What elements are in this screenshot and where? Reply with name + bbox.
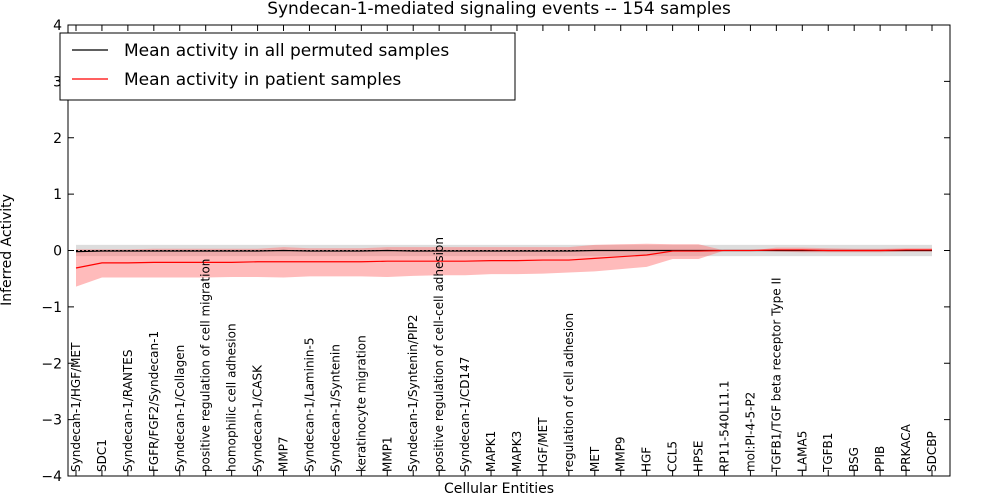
x-tick-label: homophilic cell adhesion xyxy=(225,323,239,472)
x-axis-label: Cellular Entities xyxy=(444,481,554,497)
x-tick-label: Syndecan-1/HGF/MET xyxy=(69,342,83,472)
x-tick-label: MMP9 xyxy=(614,436,628,472)
y-tick-label: 3 xyxy=(53,74,62,90)
y-tick-label: −1 xyxy=(41,300,62,316)
chart-title: Syndecan-1-mediated signaling events -- … xyxy=(267,0,731,19)
x-tick-label: BSG xyxy=(847,447,861,472)
y-tick-label: −3 xyxy=(41,413,62,429)
legend-label: Mean activity in all permuted samples xyxy=(124,41,449,61)
y-axis-label: Inferred Activity xyxy=(0,194,15,306)
y-tick-label: −4 xyxy=(41,469,62,485)
x-tick-label: Syndecan-1/RANTES xyxy=(121,350,135,472)
x-tick-label: Syndecan-1/Laminin-5 xyxy=(302,338,316,472)
x-tick-label: HPSE xyxy=(692,441,706,472)
x-tick-label: MAPK1 xyxy=(484,431,498,472)
x-tick-label: MET xyxy=(588,446,602,472)
x-tick-label: positive regulation of cell migration xyxy=(199,259,213,472)
x-tick-label: Syndecan-1/Syntenin xyxy=(328,344,342,472)
y-tick-label: 0 xyxy=(53,244,62,260)
x-tick-label: SDC1 xyxy=(95,439,109,472)
x-tick-label: RP11-540L11.1 xyxy=(717,381,731,472)
x-tick-label: HGF xyxy=(640,447,654,472)
x-tick-label: SDCBP xyxy=(925,431,939,472)
legend-label: Mean activity in patient samples xyxy=(124,70,401,90)
x-tick-label: TGFB1 xyxy=(821,433,835,473)
x-tick-label: CCL5 xyxy=(666,441,680,472)
legend: Mean activity in all permuted samples Mea… xyxy=(59,32,516,101)
x-tick-label: LAMA5 xyxy=(795,431,809,472)
x-tick-label: mol:PI-4-5-P2 xyxy=(743,392,757,472)
x-tick-label: PPIB xyxy=(873,446,887,472)
x-tick-label: MMP1 xyxy=(380,436,394,472)
x-tick-label: PRKACA xyxy=(899,423,913,472)
x-tick-label: positive regulation of cell-cell adhesio… xyxy=(432,237,446,472)
y-tick-label: −2 xyxy=(41,356,62,372)
x-tick-label: Syndecan-1/Collagen xyxy=(173,345,187,472)
x-tick-label: TGFB1/TGF beta receptor Type II xyxy=(769,277,783,473)
legend-box xyxy=(59,32,516,101)
x-tick-label: HGF/MET xyxy=(536,417,550,472)
x-tick-label: regulation of cell adhesion xyxy=(562,313,576,472)
x-tick-label: keratinocyte migration xyxy=(354,335,368,472)
x-tick-label: Syndecan-1/CD147 xyxy=(458,357,472,472)
y-tick-label: 1 xyxy=(53,187,62,203)
x-tick-label: MAPK3 xyxy=(510,431,524,472)
series-1-line xyxy=(75,249,932,269)
x-tick-label: FGFR/FGF2/Syndecan-1 xyxy=(147,331,161,472)
y-tick-label: 2 xyxy=(53,131,62,147)
x-tick-label: Syndecan-1/Syntenin/PIP2 xyxy=(406,314,420,472)
series-1-range-band xyxy=(76,243,932,287)
x-tick-label: MMP7 xyxy=(277,436,291,472)
y-tick-label: 4 xyxy=(53,18,62,34)
x-tick-label: Syndecan-1/CASK xyxy=(251,364,265,472)
